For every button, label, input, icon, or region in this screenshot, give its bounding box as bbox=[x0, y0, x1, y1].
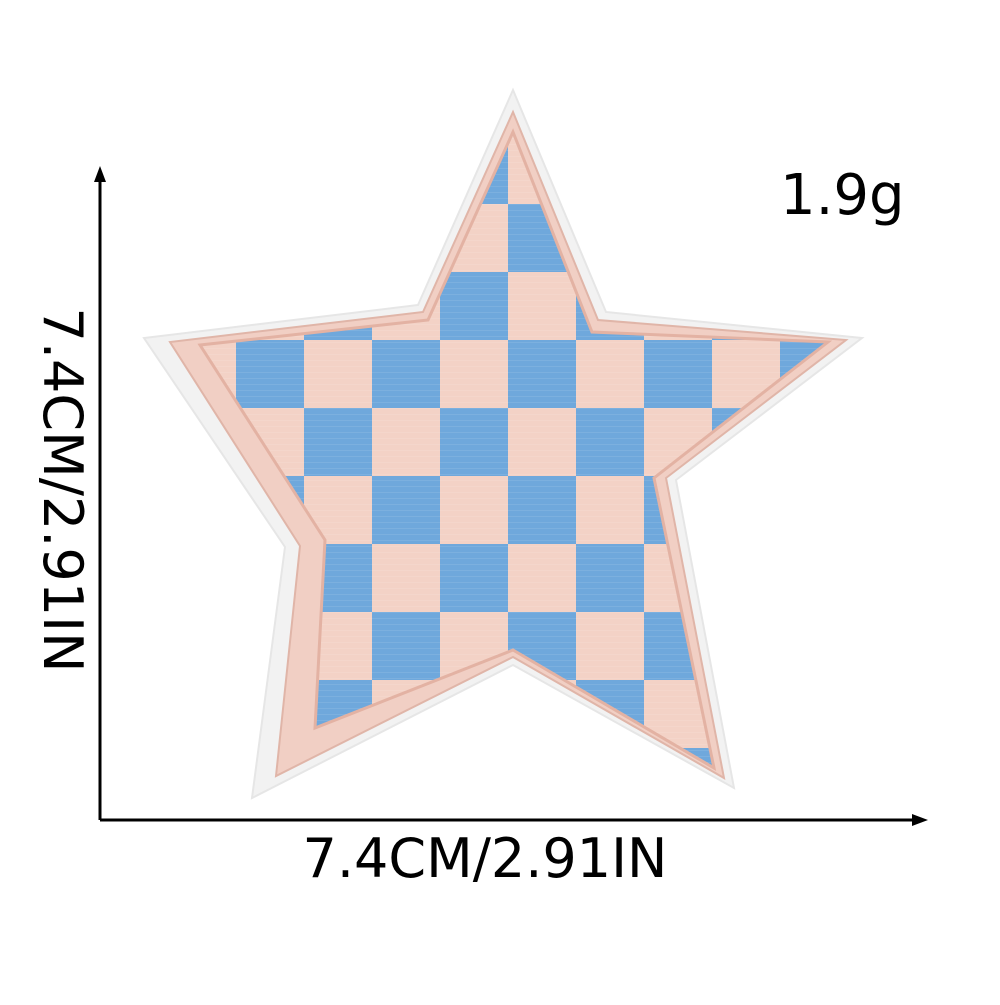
width-dimension-label: 7.4CM/2.91IN bbox=[302, 827, 668, 890]
star-patch-icon bbox=[142, 87, 865, 800]
height-dimension-label: 7.4CM/2.91IN bbox=[31, 307, 94, 673]
weight-label: 1.9g bbox=[780, 163, 905, 228]
arrow-right-icon bbox=[912, 814, 928, 826]
width-axis bbox=[100, 814, 928, 826]
arrow-up-icon bbox=[94, 166, 106, 182]
height-axis bbox=[94, 166, 106, 820]
